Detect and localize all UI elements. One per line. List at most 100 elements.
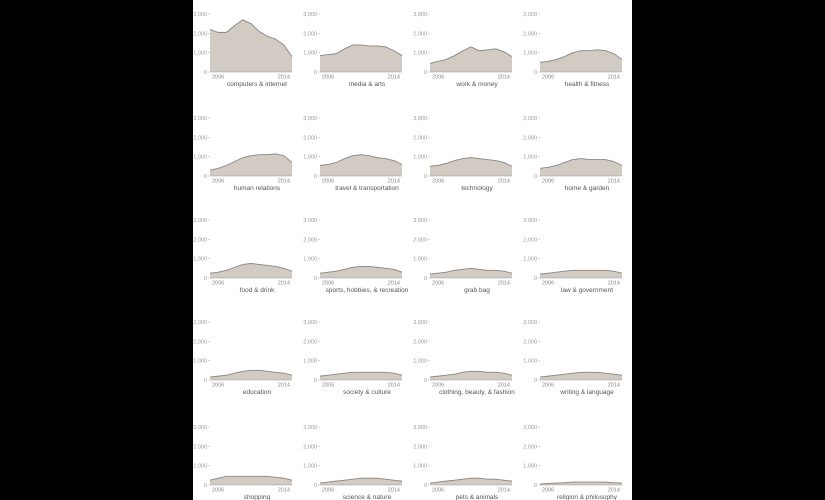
area-line	[539, 49, 623, 63]
area-line	[209, 475, 293, 481]
x-tick-label: 2014	[498, 179, 510, 185]
panel-label: shopping	[244, 494, 271, 500]
x-tick-label: 2014	[498, 488, 510, 494]
x-tick-label: 2014	[278, 179, 290, 185]
x-tick-label: 2014	[388, 281, 400, 287]
y-tick-label: 1,000	[523, 51, 537, 57]
area-fill	[320, 478, 402, 485]
y-tick-label: 2,000	[303, 444, 317, 450]
area-line	[209, 369, 293, 378]
y-tick-label: 2,000	[193, 339, 207, 345]
panel-label: science & nature	[343, 494, 392, 500]
x-tick-label: 2006	[322, 179, 334, 185]
area-fill	[540, 372, 622, 380]
y-tick-label: 2,000	[413, 444, 427, 450]
area-line	[429, 46, 513, 64]
x-tick-label: 2014	[608, 75, 620, 81]
y-tick-label: 0	[534, 70, 537, 76]
y-tick-label: 0	[534, 483, 537, 489]
panel-label: technology	[461, 185, 493, 192]
panel-label: food & drink	[240, 287, 275, 294]
area-line	[539, 481, 623, 485]
y-tick-label: 2,000	[523, 444, 537, 450]
y-tick-label: 2,000	[193, 31, 207, 37]
x-tick-label: 2014	[498, 281, 510, 287]
x-tick-label: 2014	[278, 281, 290, 287]
x-tick-label: 2006	[212, 179, 224, 185]
y-tick-label: 0	[204, 483, 207, 489]
y-tick-label: 0	[314, 378, 317, 384]
panel-label: law & government	[561, 287, 613, 294]
x-tick-label: 2014	[388, 75, 400, 81]
panel-label: media & arts	[349, 81, 386, 88]
y-tick-label: 3,000	[523, 12, 537, 18]
area-line	[539, 371, 623, 378]
area-fill	[210, 153, 292, 176]
area-fill	[210, 476, 292, 485]
y-tick-label: 0	[424, 70, 427, 76]
y-tick-label: 3,000	[413, 218, 427, 224]
x-tick-label: 2006	[432, 179, 444, 185]
x-tick-label: 2014	[608, 488, 620, 494]
area-line	[319, 265, 403, 274]
y-tick-label: 2,000	[193, 135, 207, 141]
y-tick-label: 3,000	[193, 218, 207, 224]
y-tick-label: 1,000	[413, 257, 427, 263]
y-tick-label: 3,000	[193, 116, 207, 122]
y-tick-label: 3,000	[523, 320, 537, 326]
y-tick-label: 2,000	[523, 237, 537, 243]
area-line	[209, 153, 293, 171]
area-fill	[430, 157, 512, 176]
x-tick-label: 2014	[388, 488, 400, 494]
y-tick-label: 2,000	[413, 237, 427, 243]
y-tick-label: 3,000	[193, 425, 207, 431]
x-tick-label: 2006	[542, 488, 554, 494]
y-tick-label: 1,000	[193, 359, 207, 365]
area-line	[209, 263, 293, 274]
y-tick-label: 2,000	[193, 237, 207, 243]
x-tick-label: 2006	[432, 383, 444, 389]
y-tick-label: 3,000	[193, 12, 207, 18]
area-fill	[210, 19, 292, 72]
panel-label: society & culture	[343, 389, 391, 396]
y-tick-label: 2,000	[413, 31, 427, 37]
y-tick-label: 1,000	[303, 155, 317, 161]
panel-10: 0 1,000 2,000 3,000 2006 2014 grab bag	[413, 218, 513, 294]
y-tick-label: 3,000	[413, 116, 427, 122]
x-tick-label: 2014	[608, 179, 620, 185]
y-tick-label: 3,000	[413, 12, 427, 18]
area-line	[319, 477, 403, 484]
x-tick-label: 2014	[388, 179, 400, 185]
area-line	[319, 371, 403, 377]
panel-label: home & garden	[565, 185, 610, 192]
y-tick-label: 3,000	[523, 425, 537, 431]
area-fill	[540, 158, 622, 176]
y-tick-label: 1,000	[413, 464, 427, 470]
y-tick-label: 0	[314, 276, 317, 282]
area-fill	[210, 370, 292, 380]
area-fill	[540, 270, 622, 278]
y-tick-label: 0	[534, 378, 537, 384]
x-tick-label: 2006	[322, 488, 334, 494]
x-tick-label: 2014	[608, 281, 620, 287]
area-line	[319, 44, 403, 57]
y-tick-label: 1,000	[523, 464, 537, 470]
area-fill	[430, 371, 512, 380]
area-line	[209, 19, 293, 57]
y-tick-label: 0	[204, 174, 207, 180]
area-fill	[430, 268, 512, 278]
y-tick-label: 1,000	[413, 51, 427, 57]
panel-16: 0 1,000 2,000 3,000 2006 2014 shopping	[193, 425, 293, 500]
